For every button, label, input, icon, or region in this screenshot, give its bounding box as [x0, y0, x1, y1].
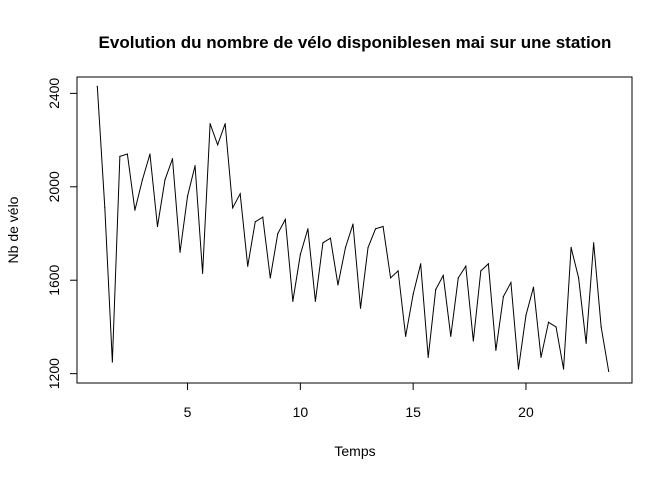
data-point [547, 321, 550, 323]
data-point [359, 307, 362, 309]
data-point [224, 123, 226, 125]
data-point [374, 228, 377, 230]
y-tick-label: 2000 [46, 171, 62, 202]
data-point [262, 216, 264, 218]
data-point [337, 284, 339, 286]
data-point [412, 293, 414, 295]
data-point [254, 221, 256, 223]
data-point [389, 277, 392, 279]
x-tick-label: 15 [405, 404, 421, 420]
data-point [577, 277, 580, 279]
data-point [420, 263, 422, 265]
data-point [126, 153, 128, 155]
x-tick-label: 20 [518, 404, 534, 420]
data-point [186, 195, 189, 197]
data-point [277, 232, 279, 235]
data-point [435, 288, 437, 291]
data-point [457, 277, 459, 279]
y-axis-label: Nb de vélo [5, 196, 21, 263]
plot-frame [76, 76, 633, 384]
y-tick-label: 1600 [46, 264, 62, 295]
data-point [284, 218, 286, 221]
data-point [517, 368, 520, 370]
data-point [111, 361, 113, 363]
data-point [608, 370, 610, 372]
data-point [540, 356, 542, 358]
data-point [442, 274, 444, 277]
data-point [352, 223, 354, 225]
data-point [405, 335, 407, 337]
data-point [593, 242, 595, 244]
y-axis: 1200 1600 2000 2400 [46, 78, 78, 389]
data-point [480, 270, 482, 272]
data-point [232, 207, 234, 209]
data-point [397, 270, 399, 272]
data-point [149, 153, 151, 155]
data-point [510, 281, 512, 284]
data-point [292, 300, 294, 302]
data-point [104, 207, 106, 209]
x-axis: 5 10 15 20 [184, 382, 534, 420]
data-point [472, 340, 474, 342]
data-point [269, 277, 271, 279]
data-point [450, 335, 452, 337]
x-tick-label: 5 [184, 404, 192, 420]
data-point [570, 246, 572, 249]
data-point [495, 349, 497, 351]
data-point [502, 295, 505, 298]
data-point [465, 265, 467, 267]
data-point [487, 263, 489, 265]
data-point [217, 144, 219, 146]
data-point [344, 246, 347, 249]
data-point [427, 356, 429, 358]
data-point [119, 155, 121, 158]
series-line [96, 86, 610, 372]
x-tick-label: 10 [293, 404, 309, 420]
data-point [239, 193, 241, 195]
data-point [329, 237, 332, 239]
data-point [247, 265, 249, 267]
y-tick-label: 1200 [46, 358, 62, 389]
data-point [141, 179, 144, 181]
x-axis-label: Temps [334, 443, 375, 459]
data-point [307, 228, 309, 230]
data-point [314, 300, 317, 302]
data-point [194, 165, 196, 167]
data-point [562, 368, 565, 370]
data-point [96, 85, 98, 87]
data-point [555, 326, 557, 328]
data-point [585, 342, 587, 344]
data-point [134, 209, 136, 211]
data-point [209, 123, 211, 125]
data-point [201, 272, 204, 274]
data-point [367, 246, 369, 249]
chart-title: Evolution du nombre de vélo disponiblese… [99, 33, 612, 52]
data-points [96, 85, 610, 372]
data-point [382, 225, 384, 228]
data-point [600, 326, 602, 328]
data-point [525, 314, 527, 316]
data-point [179, 251, 181, 253]
data-point [322, 242, 324, 244]
data-point [299, 253, 301, 256]
data-point [156, 225, 159, 228]
data-point [532, 286, 535, 288]
y-tick-label: 2400 [46, 78, 62, 109]
data-point [171, 158, 174, 160]
data-point [164, 179, 166, 181]
